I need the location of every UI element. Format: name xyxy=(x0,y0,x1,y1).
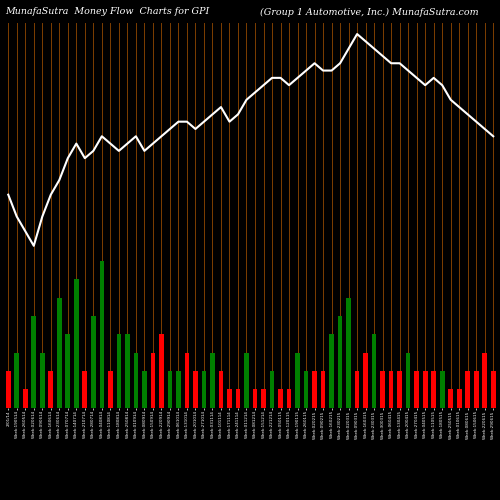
Bar xyxy=(125,334,130,407)
Bar xyxy=(57,298,62,408)
Text: MunafaSutra  Money Flow  Charts for GPI: MunafaSutra Money Flow Charts for GPI xyxy=(5,8,209,16)
Bar xyxy=(304,371,308,408)
Bar xyxy=(82,371,87,408)
Bar xyxy=(286,389,292,407)
Bar xyxy=(159,334,164,407)
Bar xyxy=(474,371,478,408)
Bar xyxy=(66,334,70,407)
Bar xyxy=(48,371,53,408)
Bar xyxy=(116,334,121,407)
Bar xyxy=(91,316,96,408)
Bar xyxy=(108,371,112,408)
Bar xyxy=(270,371,274,408)
Bar xyxy=(210,352,215,408)
Bar xyxy=(236,389,240,407)
Bar xyxy=(227,389,232,407)
Bar xyxy=(100,261,104,408)
Bar xyxy=(355,371,360,408)
Bar xyxy=(414,371,419,408)
Bar xyxy=(372,334,376,407)
Bar xyxy=(168,371,172,408)
Bar xyxy=(218,371,224,408)
Bar xyxy=(346,298,351,408)
Bar xyxy=(491,371,496,408)
Bar xyxy=(398,371,402,408)
Bar xyxy=(295,352,300,408)
Bar xyxy=(261,389,266,407)
Bar xyxy=(364,352,368,408)
Bar xyxy=(312,371,317,408)
Bar xyxy=(74,280,78,407)
Bar xyxy=(134,352,138,408)
Bar xyxy=(176,371,181,408)
Bar xyxy=(432,371,436,408)
Bar xyxy=(150,352,155,408)
Bar xyxy=(23,389,28,407)
Bar xyxy=(457,389,462,407)
Bar xyxy=(329,334,334,407)
Bar xyxy=(482,352,487,408)
Bar xyxy=(193,371,198,408)
Bar xyxy=(202,371,206,408)
Bar xyxy=(448,389,453,407)
Bar xyxy=(14,352,19,408)
Bar xyxy=(389,371,394,408)
Bar xyxy=(423,371,428,408)
Bar xyxy=(252,389,258,407)
Bar xyxy=(40,352,44,408)
Bar xyxy=(320,371,326,408)
Bar xyxy=(380,371,385,408)
Bar xyxy=(244,352,249,408)
Bar xyxy=(184,352,190,408)
Bar xyxy=(6,371,10,408)
Bar xyxy=(466,371,470,408)
Bar xyxy=(406,352,410,408)
Bar xyxy=(278,389,283,407)
Text: (Group 1 Automotive, Inc.) MunafaSutra.com: (Group 1 Automotive, Inc.) MunafaSutra.c… xyxy=(260,8,478,16)
Bar xyxy=(32,316,36,408)
Bar xyxy=(142,371,146,408)
Bar xyxy=(338,316,342,408)
Bar xyxy=(440,371,444,408)
